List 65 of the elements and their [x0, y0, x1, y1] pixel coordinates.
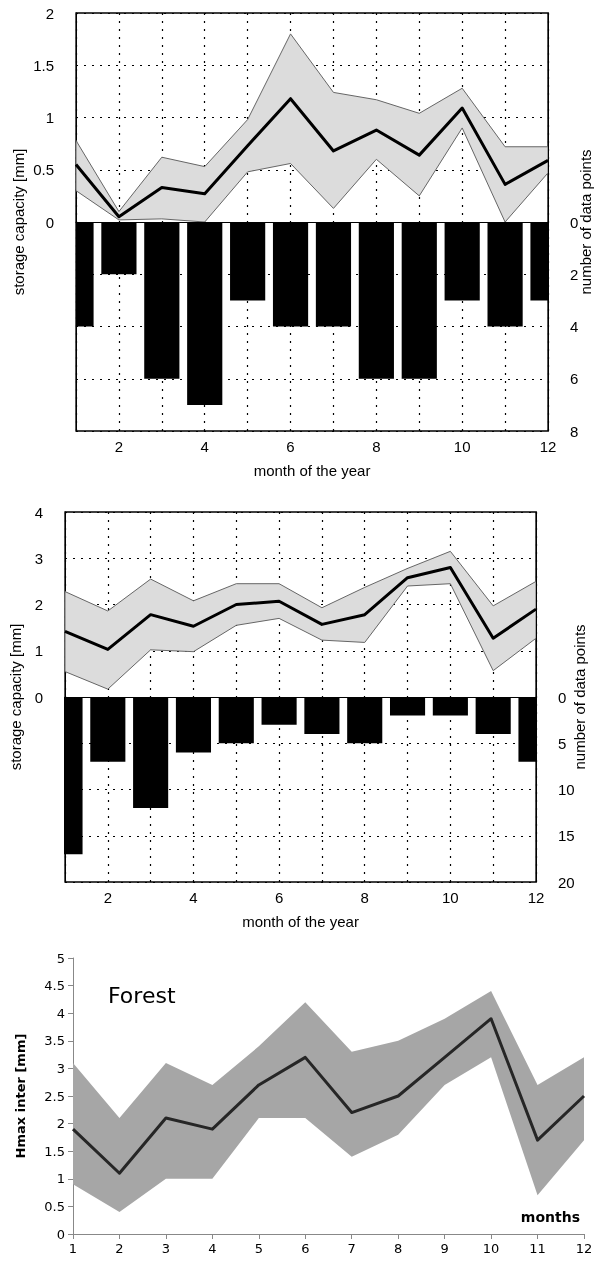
line-series: [71, 1017, 586, 1175]
y-tick-label: 4.5: [44, 978, 65, 994]
x-tick-label: 10: [482, 1241, 500, 1256]
x-tick-label: 5: [254, 1241, 263, 1256]
y2-tick-label: 8: [570, 422, 579, 440]
x-axis-title: month of the year: [253, 462, 371, 479]
x-tick-label: 8: [360, 889, 369, 906]
x-tick-label: 10: [442, 889, 459, 906]
x-tick-label: 4: [200, 438, 209, 455]
y-tick-label: 2: [45, 4, 54, 22]
y-tick-label: 2: [56, 1116, 65, 1132]
y-tick-label: 3: [56, 1060, 65, 1076]
y2-tick-label: 20: [558, 873, 575, 891]
x-tick-label: 6: [274, 889, 284, 906]
y-tick-label: 3.5: [44, 1033, 65, 1049]
y-tick-label: 0: [34, 688, 43, 706]
y2-axis-title: number of data points: [577, 149, 594, 295]
y-tick-label: 1: [34, 642, 43, 660]
x-tick-label: 8: [394, 1241, 403, 1256]
y2-tick-label: 4: [570, 318, 579, 335]
y2-tick-label: 15: [558, 827, 575, 845]
x-axis-title: months: [520, 1209, 581, 1225]
y-tick-label: 1: [56, 1171, 65, 1187]
annotation: Forest: [108, 982, 176, 1008]
y-tick-label: 0.5: [33, 161, 54, 179]
y-tick-label: 1: [45, 109, 54, 126]
x-tick-label: 4: [189, 889, 198, 906]
x-tick-label: 12: [527, 889, 545, 906]
y2-tick-label: 0: [570, 213, 579, 231]
y-tick-label: 0.5: [44, 1198, 65, 1214]
x-tick-label: 1: [68, 1241, 78, 1256]
y-tick-label: 2.5: [44, 1088, 65, 1104]
y-tick-label: 2: [34, 596, 43, 613]
y-axis-title: storage capacity [mm]: [7, 623, 24, 771]
y-tick-label: 5: [56, 950, 65, 966]
y-axis-title: storage capacity [mm]: [10, 148, 27, 296]
x-tick-label: 2: [115, 1241, 124, 1256]
x-tick-label: 2: [114, 438, 124, 455]
x-tick-label: 2: [103, 889, 112, 906]
x-tick-label: 3: [161, 1241, 171, 1256]
y2-tick-label: 2: [570, 265, 579, 283]
y-axis-title: Hmax inter [mm]: [13, 1033, 28, 1159]
x-tick-label: 11: [529, 1241, 546, 1256]
x-tick-label: 9: [440, 1241, 449, 1256]
x-tick-label: 7: [347, 1241, 356, 1256]
y2-tick-label: 0: [558, 688, 567, 706]
x-tick-label: 10: [453, 438, 471, 455]
x-tick-label: 4: [208, 1241, 217, 1256]
y2-axis-title: number of data points: [571, 624, 588, 770]
y-tick-label: 0: [45, 213, 54, 231]
y-tick-label: 0: [56, 1226, 65, 1242]
x-tick-label: 12: [539, 438, 557, 455]
y-tick-label: 4: [34, 503, 43, 521]
x-tick-label: 6: [286, 438, 295, 455]
y2-tick-label: 6: [570, 370, 579, 388]
y-tick-label: 3: [34, 549, 43, 567]
y2-tick-label: 5: [558, 734, 567, 752]
x-tick-label: 8: [372, 438, 381, 455]
x-tick-label: 6: [301, 1241, 310, 1256]
x-axis-title: month of the year: [242, 913, 359, 930]
y-tick-label: 4: [56, 1005, 65, 1021]
y-tick-label: 1.5: [44, 1143, 65, 1159]
y2-tick-label: 10: [558, 781, 575, 798]
y-tick-label: 1.5: [33, 56, 54, 74]
x-tick-label: 12: [575, 1241, 593, 1256]
